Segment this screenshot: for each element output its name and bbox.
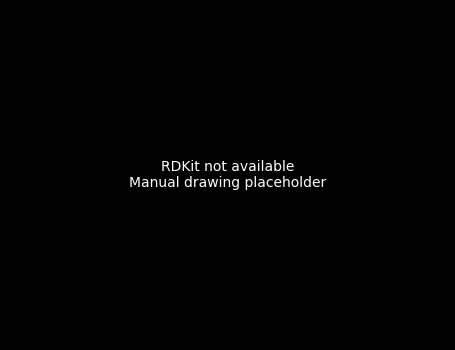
Text: RDKit not available
Manual drawing placeholder: RDKit not available Manual drawing place… [129, 160, 326, 190]
